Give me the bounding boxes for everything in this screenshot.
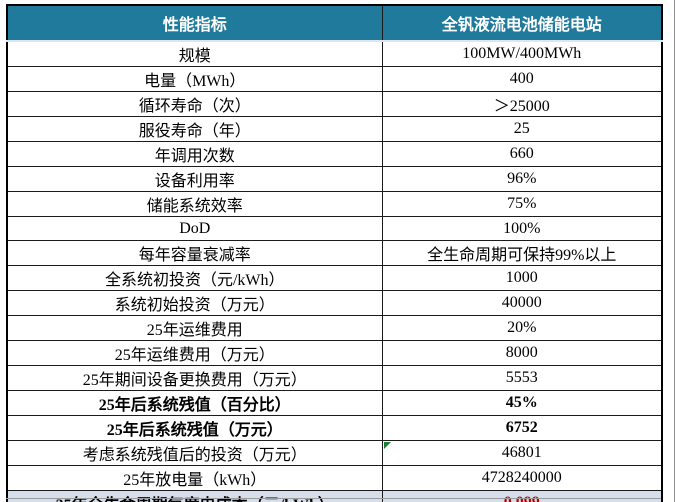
header-cell-station[interactable]: 全钒液流电池储能电站 — [381, 4, 663, 42]
header-row: 性能指标 全钒液流电池储能电站 — [6, 4, 663, 42]
value-cell[interactable]: 6752 — [381, 415, 663, 441]
indicator-cell[interactable]: 循环寿命（次） — [6, 91, 383, 117]
row-equipment-utilization: 设备利用率 96% — [6, 166, 663, 192]
row-lcoe: 25年全生命周期每度电成本（元/kWh） 0.099 — [6, 490, 663, 502]
row-annual-capacity-decay: 每年容量衰减率 全生命周期可保持99%以上 — [6, 240, 663, 266]
row-initial-investment-per-kwh: 全系统初投资（元/kWh） 1000 — [6, 265, 663, 291]
row-residual-value-total: 25年后系统残值（万元） 6752 — [6, 415, 663, 441]
indicator-cell[interactable]: 考虑系统残值后的投资（万元） — [6, 440, 383, 466]
value-cell[interactable]: 660 — [381, 141, 663, 167]
value-cell[interactable]: 0.099 — [381, 490, 663, 502]
value-cell[interactable]: 75% — [381, 191, 663, 217]
value-cell[interactable]: 100% — [381, 216, 663, 241]
value-cell[interactable]: 45% — [381, 390, 663, 416]
row-system-efficiency: 储能系统效率 75% — [6, 191, 663, 217]
value-cell[interactable]: 全生命周期可保持99%以上 — [381, 240, 663, 266]
row-energy: 电量（MWh） 400 — [6, 66, 663, 92]
value-cell[interactable]: 1000 — [381, 265, 663, 291]
value-cell[interactable]: 40000 — [381, 290, 663, 316]
indicator-cell[interactable]: 每年容量衰减率 — [6, 240, 383, 266]
indicator-cell[interactable]: 系统初始投资（万元） — [6, 290, 383, 316]
value-cell[interactable]: 20% — [381, 315, 663, 341]
row-residual-value-percent: 25年后系统残值（百分比） 45% — [6, 390, 663, 416]
row-cycle-life: 循环寿命（次） ＞25000 — [6, 91, 663, 117]
excel-error-indicator-icon — [383, 442, 391, 449]
indicator-cell[interactable]: 25年放电量（kWh） — [6, 465, 383, 491]
value-text: 46801 — [501, 444, 542, 461]
row-equipment-replacement-cost: 25年期间设备更换费用（万元） 5553 — [6, 365, 663, 391]
value-cell[interactable]: 4728240000 — [381, 465, 663, 491]
indicator-cell[interactable]: 25年后系统残值（万元） — [6, 415, 383, 441]
row-annual-dispatch-count: 年调用次数 660 — [6, 141, 663, 167]
row-scale: 规模 100MW/400MWh — [6, 40, 663, 67]
battery-spec-table: 性能指标 全钒液流电池储能电站 规模 100MW/400MWh 电量（MWh） … — [6, 4, 663, 502]
value-cell[interactable]: 400 — [381, 66, 663, 92]
indicator-cell[interactable]: 25年后系统残值（百分比） — [6, 390, 383, 416]
indicator-cell[interactable]: 年调用次数 — [6, 141, 383, 167]
indicator-cell[interactable]: 规模 — [6, 40, 383, 67]
indicator-cell[interactable]: 服役寿命（年） — [6, 116, 383, 142]
row-service-life: 服役寿命（年） 25 — [6, 116, 663, 142]
value-cell[interactable]: 8000 — [381, 340, 663, 366]
row-om-cost-total: 25年运维费用（万元） 8000 — [6, 340, 663, 366]
row-initial-investment-total: 系统初始投资（万元） 40000 — [6, 290, 663, 316]
value-cell[interactable]: 5553 — [381, 365, 663, 391]
row-om-cost-percent: 25年运维费用 20% — [6, 315, 663, 341]
indicator-cell[interactable]: 全系统初投资（元/kWh） — [6, 265, 383, 291]
value-cell[interactable]: 25 — [381, 116, 663, 142]
value-cell[interactable]: 46801 — [381, 440, 663, 466]
indicator-cell[interactable]: 25年全生命周期每度电成本（元/kWh） — [6, 490, 383, 502]
indicator-cell[interactable]: 25年运维费用 — [6, 315, 383, 341]
indicator-cell[interactable]: 设备利用率 — [6, 166, 383, 192]
sheet-gridline-right — [674, 0, 675, 502]
header-cell-indicator[interactable]: 性能指标 — [6, 4, 383, 42]
value-cell[interactable]: 96% — [381, 166, 663, 192]
value-cell[interactable]: 100MW/400MWh — [381, 40, 663, 67]
indicator-cell[interactable]: 25年运维费用（万元） — [6, 340, 383, 366]
indicator-cell[interactable]: 25年期间设备更换费用（万元） — [6, 365, 383, 391]
value-cell[interactable]: ＞25000 — [381, 91, 663, 117]
indicator-cell[interactable]: 储能系统效率 — [6, 191, 383, 217]
sheet-gridline-bottom — [6, 498, 661, 499]
row-dod: DoD 100% — [6, 216, 663, 241]
indicator-cell[interactable]: DoD — [6, 216, 383, 241]
indicator-cell[interactable]: 电量（MWh） — [6, 66, 383, 92]
row-total-discharge: 25年放电量（kWh） 4728240000 — [6, 465, 663, 491]
row-investment-after-residual: 考虑系统残值后的投资（万元） 46801 — [6, 440, 663, 466]
